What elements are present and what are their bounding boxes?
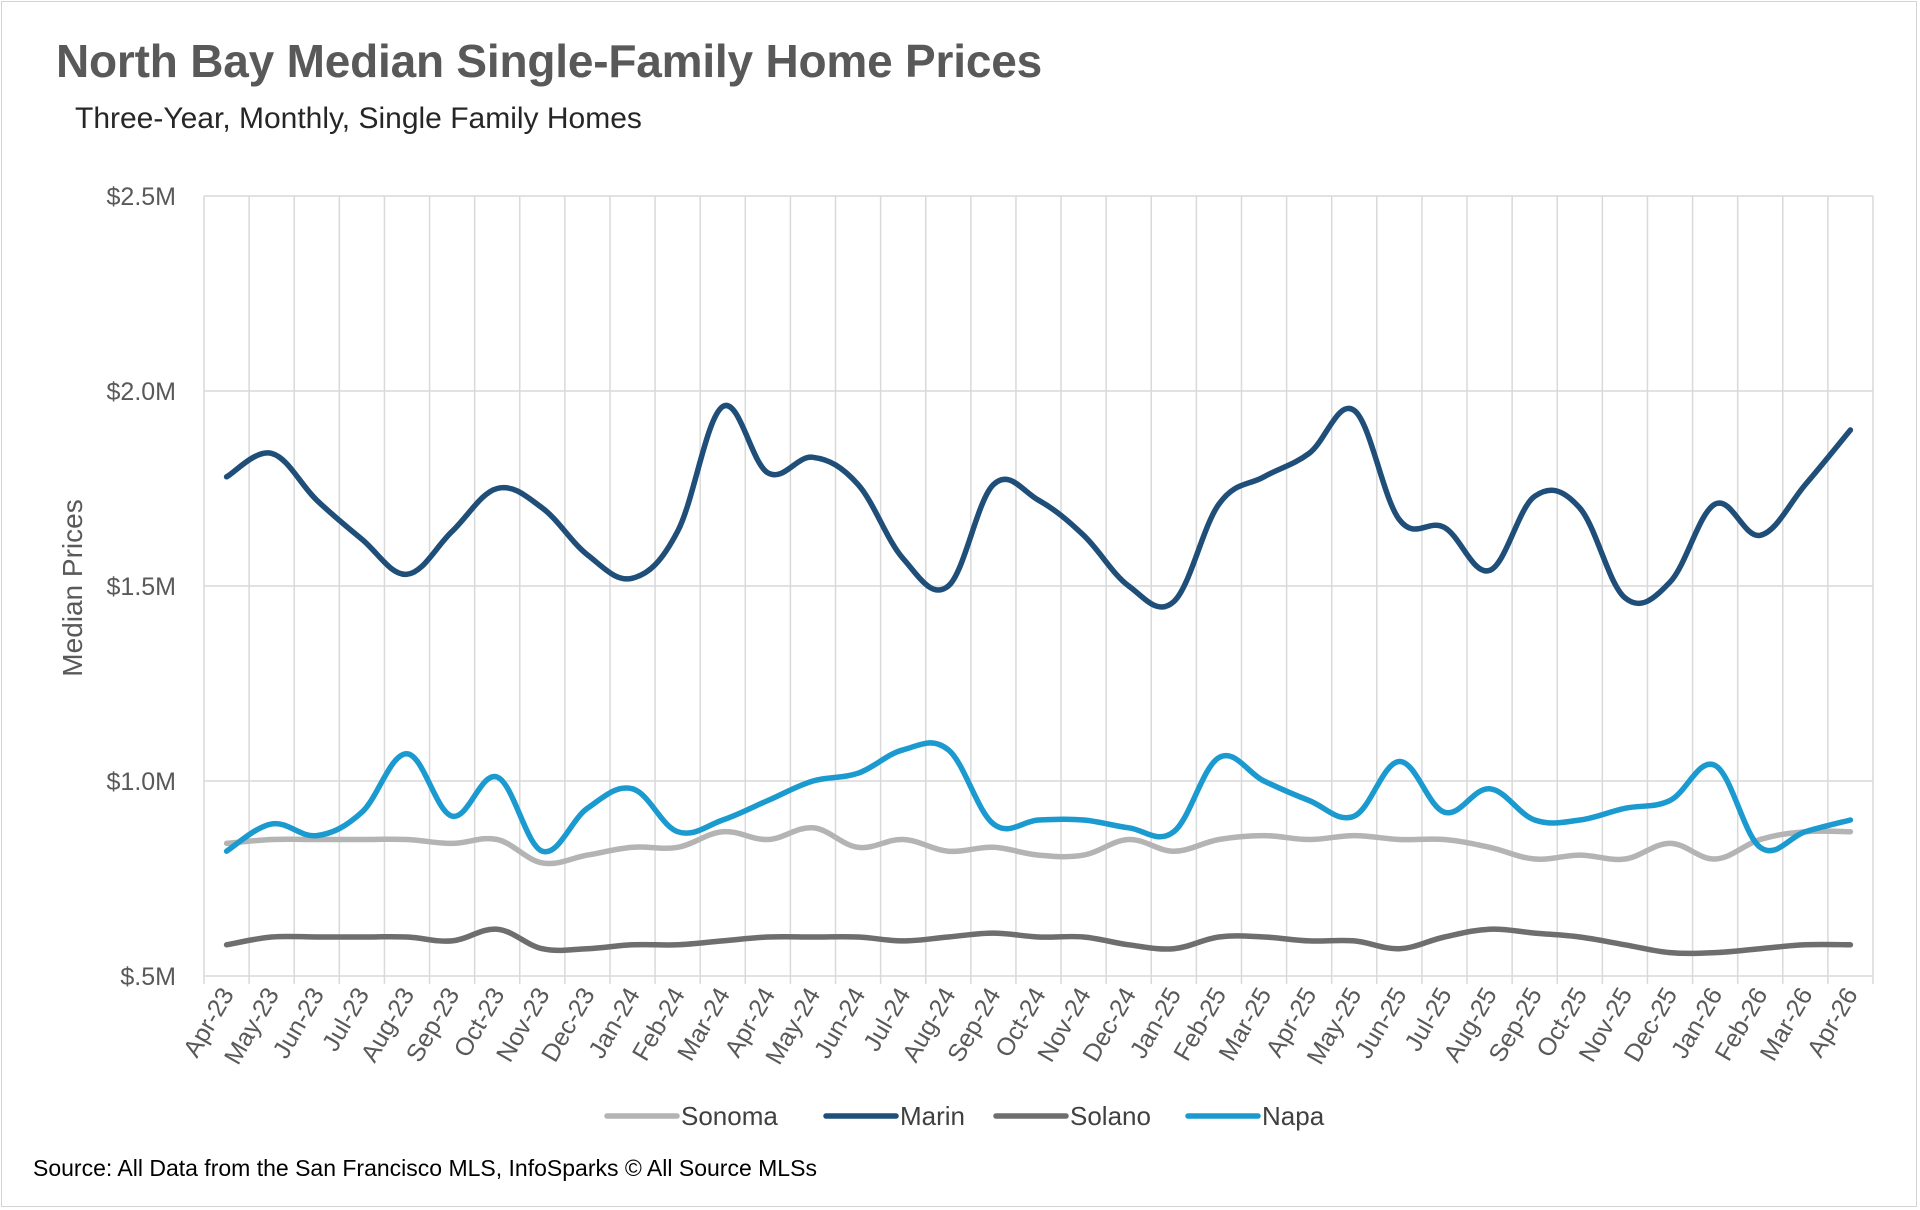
legend: Sonoma Marin Solano Napa [604,1101,1325,1131]
y-tick-label: $.5M [120,963,176,991]
legend-label-napa: Napa [1262,1101,1325,1131]
y-tick-label: $2.5M [107,183,176,211]
chart-title: North Bay Median Single-Family Home Pric… [56,35,1042,87]
x-axis-ticks: Apr-23May-23Jun-23Jul-23Aug-23Sep-23Oct-… [178,983,1864,1069]
legend-label-marin: Marin [900,1101,965,1131]
legend-label-sonoma: Sonoma [681,1101,778,1131]
grid-lines [203,195,1874,984]
y-tick-label: $1.5M [107,573,176,601]
series-lines [223,402,1854,957]
y-tick-label: $1.0M [107,768,176,796]
y-tick-label: $2.0M [107,378,176,406]
series-line-sonoma [223,825,1854,867]
y-axis-ticks: $.5M $1.0M $1.5M $2.0M $2.5M [107,183,176,991]
legend-label-solano: Solano [1070,1101,1151,1131]
series-line-napa [223,740,1854,855]
series-line-marin [223,402,1854,610]
source-note: Source: All Data from the San Francisco … [33,1155,817,1181]
y-axis-label: Median Prices [57,499,88,676]
series-line-solano [223,926,1854,957]
chart-subtitle: Three-Year, Monthly, Single Family Homes [75,102,642,135]
